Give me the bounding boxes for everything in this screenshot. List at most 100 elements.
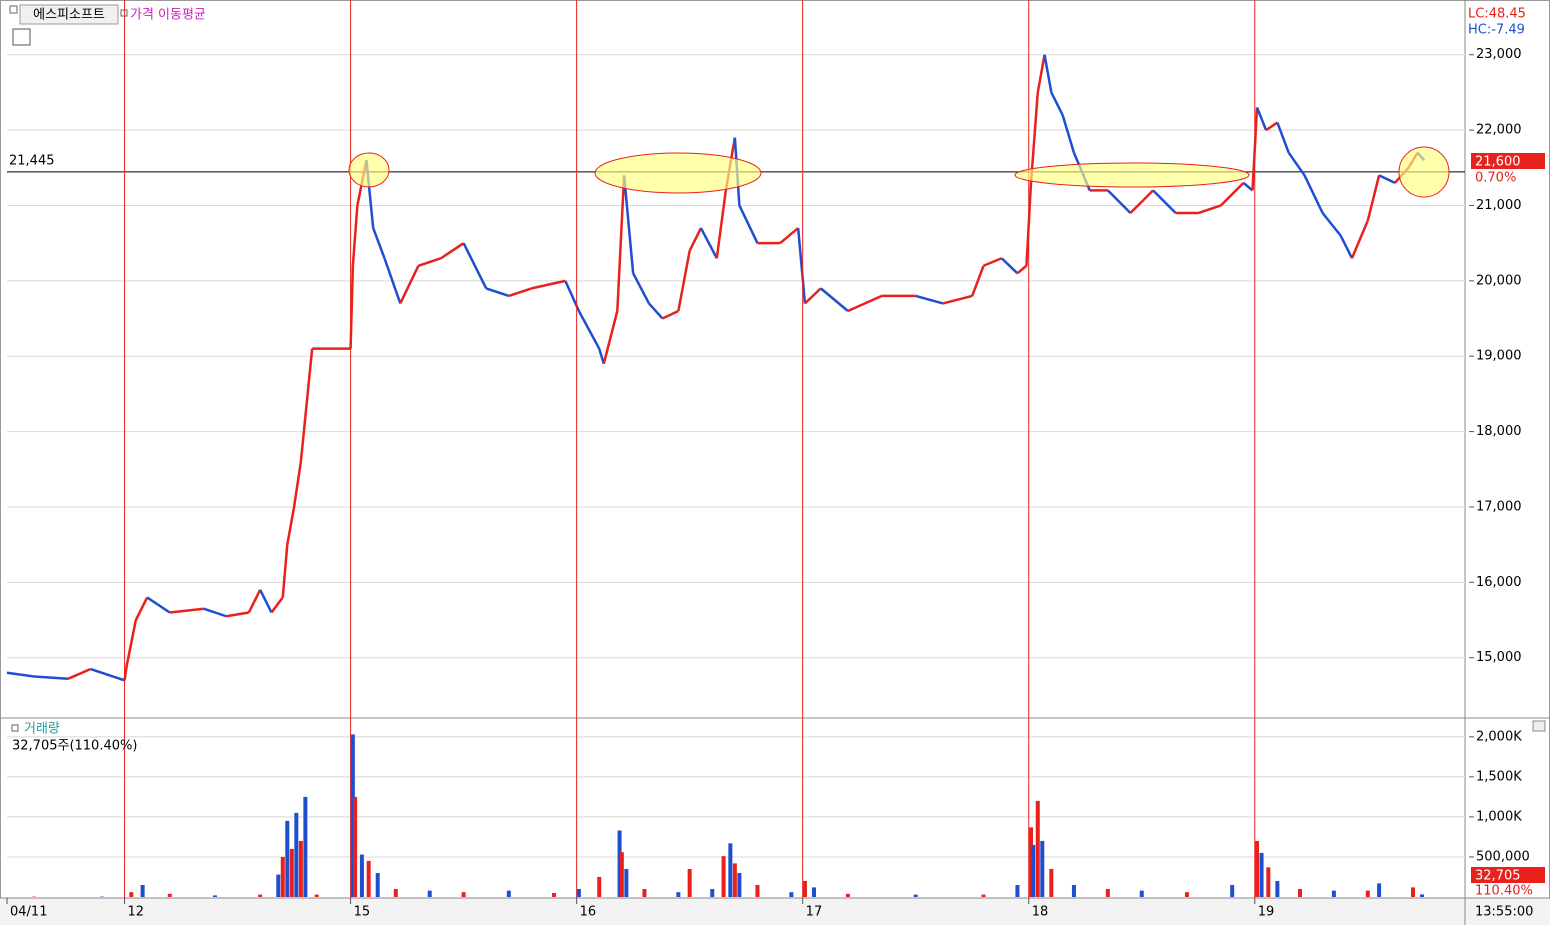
- y-tick-label: 1,500K: [1476, 769, 1522, 784]
- indicator-name: 가격 이동평균: [130, 8, 206, 23]
- x-tick-label: 19: [1258, 905, 1275, 920]
- x-tick-label: 04/11: [10, 905, 47, 920]
- volume-bar: [642, 889, 646, 897]
- volume-subtitle: 32,705주(110.40%): [12, 739, 137, 754]
- volume-bar: [1298, 889, 1302, 897]
- volume-bar: [213, 895, 217, 897]
- volume-bar: [129, 892, 133, 897]
- volume-bar: [168, 894, 172, 897]
- last-price: 21,600: [1475, 155, 1521, 170]
- volume-bar: [1106, 889, 1110, 897]
- volume-bar: [620, 852, 624, 897]
- volume-bar: [1260, 853, 1264, 897]
- y-tick-label: 17,000: [1476, 499, 1522, 514]
- volume-bar: [552, 893, 556, 897]
- volume-ratio: 110.40%: [1475, 884, 1533, 899]
- volume-bar: [1036, 801, 1040, 897]
- y-tick-label: 2,000K: [1476, 729, 1522, 744]
- volume-bar: [755, 885, 759, 897]
- x-tick-label: 16: [580, 905, 597, 920]
- volume-bar: [394, 889, 398, 897]
- volume-bar: [982, 895, 986, 897]
- y-tick-label: 1,000K: [1476, 809, 1522, 824]
- volume-bar: [737, 873, 741, 897]
- volume-bar: [1040, 841, 1044, 897]
- volume-bar: [299, 841, 303, 897]
- volume-bar: [1255, 841, 1259, 897]
- volume-bar: [1031, 845, 1035, 897]
- volume-bar: [1015, 885, 1019, 897]
- volume-bar: [1140, 891, 1144, 897]
- volume-bar: [1230, 885, 1234, 897]
- volume-bar: [803, 881, 807, 897]
- volume-bar: [710, 889, 714, 897]
- volume-bar: [376, 873, 380, 897]
- volume-bar: [624, 869, 628, 897]
- volume-bar: [1366, 891, 1370, 897]
- time-label: 13:55:00: [1475, 905, 1533, 920]
- volume-bar: [1332, 891, 1336, 897]
- volume-bar: [258, 895, 262, 897]
- y-tick-label: 22,000: [1476, 123, 1522, 138]
- volume-bar: [676, 892, 680, 897]
- volume-bar: [315, 895, 319, 897]
- volume-bar: [281, 857, 285, 897]
- y-tick-label: 23,000: [1476, 47, 1522, 62]
- volume-bar: [285, 821, 289, 897]
- x-tick-label: 17: [806, 905, 823, 920]
- volume-bar: [1072, 885, 1076, 897]
- volume-bar: [428, 891, 432, 897]
- volume-bar: [722, 856, 726, 897]
- y-tick-label: 18,000: [1476, 424, 1522, 439]
- y-tick-label: 20,000: [1476, 273, 1522, 288]
- volume-bar: [688, 869, 692, 897]
- volume-bar: [1049, 869, 1053, 897]
- volume-bar: [360, 855, 364, 897]
- volume-bar: [1275, 881, 1279, 897]
- grid-icon[interactable]: [13, 29, 30, 45]
- volume-bar: [1420, 894, 1424, 897]
- volume-bar: [462, 892, 466, 897]
- volume-bar: [507, 891, 511, 897]
- volume-bar: [294, 813, 298, 897]
- x-tick-label: 18: [1032, 905, 1049, 920]
- volume-bar: [1377, 883, 1381, 897]
- volume-bar: [914, 895, 918, 897]
- x-tick-label: 15: [354, 905, 371, 920]
- last-volume: 32,705: [1475, 869, 1521, 884]
- reference-label: 21,445: [9, 153, 55, 168]
- x-axis-strip: [0, 898, 1550, 925]
- volume-bar: [597, 877, 601, 897]
- volume-bar: [303, 797, 307, 897]
- volume-bar: [141, 885, 145, 897]
- volume-bar: [789, 892, 793, 897]
- volume-title: 거래량: [24, 722, 60, 737]
- volume-bar: [577, 889, 581, 897]
- volume-bar: [1411, 887, 1415, 897]
- volume-bar: [1266, 867, 1270, 897]
- y-tick-label: 21,000: [1476, 198, 1522, 213]
- hc-label: HC:-7.49: [1468, 23, 1525, 38]
- annotation-ellipse: [1015, 163, 1249, 187]
- lc-label: LC:48.45: [1468, 7, 1526, 22]
- price-change: 0.70%: [1475, 171, 1516, 186]
- annotation-ellipse: [595, 153, 761, 193]
- stock-name: 에스피소프트: [33, 8, 105, 23]
- annotation-ellipse: [349, 153, 389, 187]
- volume-bar: [290, 849, 294, 897]
- annotation-ellipse: [1399, 147, 1449, 197]
- volume-bar: [1185, 892, 1189, 897]
- y-tick-label: 15,000: [1476, 650, 1522, 665]
- volume-bar: [367, 861, 371, 897]
- volume-bar: [276, 875, 280, 897]
- volume-bar: [728, 843, 732, 897]
- pane-button[interactable]: [1533, 721, 1545, 731]
- volume-bar: [733, 863, 737, 897]
- x-tick-label: 12: [128, 905, 145, 920]
- y-tick-label: 500,000: [1476, 849, 1530, 864]
- volume-bar: [846, 894, 850, 897]
- volume-bar: [353, 797, 357, 897]
- y-tick-label: 19,000: [1476, 349, 1522, 364]
